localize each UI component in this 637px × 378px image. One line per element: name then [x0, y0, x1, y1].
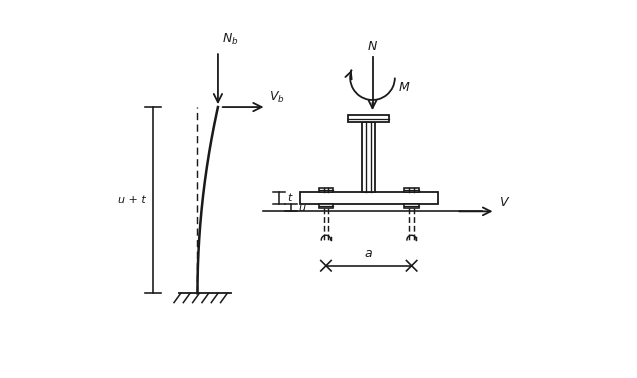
Text: a: a	[365, 247, 373, 260]
Bar	[362, 122, 375, 192]
Bar	[300, 192, 438, 204]
Bar	[404, 188, 419, 192]
Bar	[404, 204, 419, 208]
Bar	[348, 115, 389, 122]
Bar	[318, 188, 333, 192]
Text: t: t	[287, 193, 292, 203]
Text: M: M	[399, 81, 410, 94]
Text: u + t: u + t	[118, 195, 146, 205]
Text: u: u	[298, 203, 305, 213]
Text: $N_b$: $N_b$	[222, 33, 239, 48]
Text: N: N	[368, 40, 377, 53]
Bar	[318, 204, 333, 208]
Text: $V_b$: $V_b$	[269, 90, 285, 105]
Text: V: V	[499, 197, 508, 209]
